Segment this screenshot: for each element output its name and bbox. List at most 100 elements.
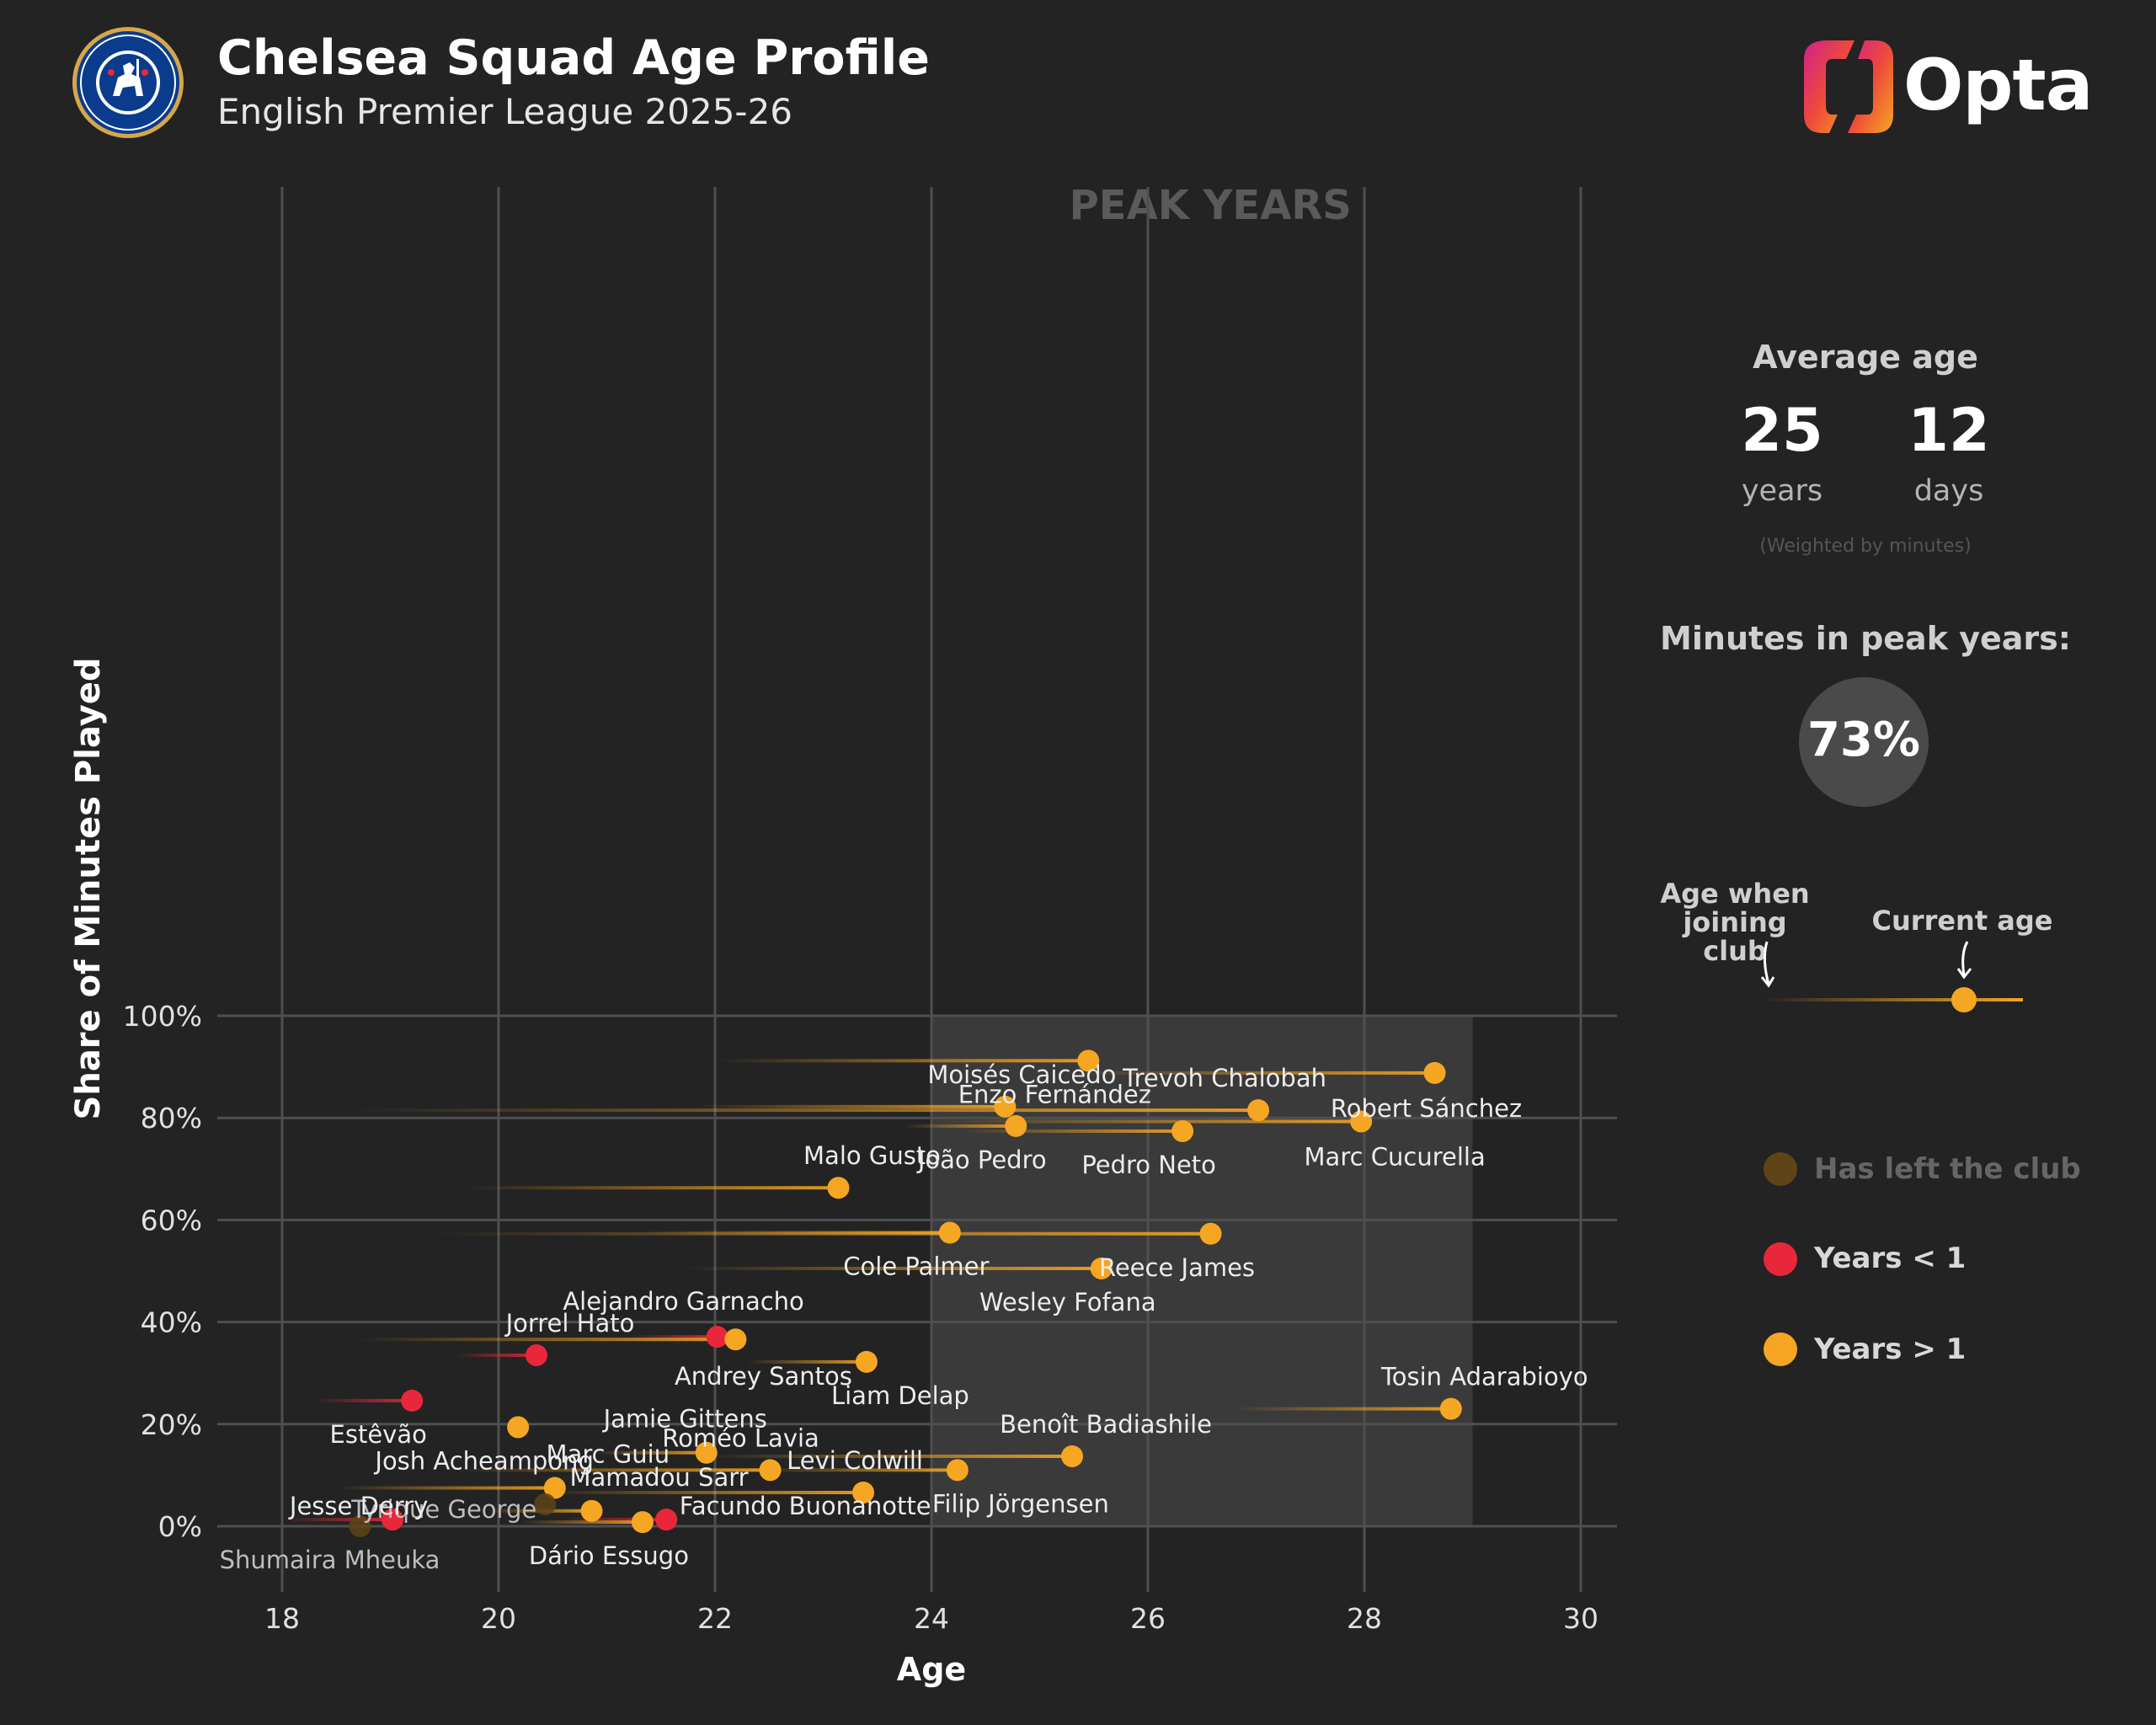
average-age-days: 12 — [1908, 396, 1990, 465]
peak-minutes-circle — [1799, 677, 1929, 807]
peak-minutes-value: 73% — [1806, 713, 1921, 767]
tenure-line — [904, 1124, 1017, 1128]
y-tick-label: 40% — [141, 1306, 202, 1339]
player-label: Josh Acheampong — [373, 1446, 593, 1475]
player-label: Shumaira Mheuka — [220, 1546, 440, 1574]
player-label: Tosin Adarabioyo — [1380, 1363, 1588, 1391]
player-dot — [1077, 1049, 1100, 1072]
tenure-line — [1234, 1407, 1451, 1411]
points-layer — [349, 1049, 1462, 1537]
peak-years-label: PEAK YEARS — [1070, 182, 1352, 229]
legend-years-gt-1-label: Years > 1 — [1814, 1332, 1967, 1366]
tenure-line — [747, 1359, 867, 1364]
tenure-line — [520, 1520, 643, 1525]
days-unit-label: days — [1913, 474, 1984, 508]
key-tenure-line — [1762, 998, 2023, 1001]
tenure-line — [455, 1353, 536, 1357]
player-dot — [1350, 1110, 1373, 1133]
tenure-line — [433, 1231, 1211, 1236]
player-label: João Pedro — [916, 1146, 1047, 1174]
player-dot — [994, 1095, 1017, 1118]
player-dot — [543, 1477, 566, 1499]
key-age-joined-label: Age when joining club — [1660, 878, 1810, 967]
player-label: Estêvão — [330, 1420, 427, 1449]
tenure-line — [1072, 1071, 1435, 1075]
player-dot — [534, 1493, 557, 1515]
legend-years-gt-1-dot — [1764, 1332, 1797, 1366]
x-tick-label: 18 — [264, 1602, 300, 1635]
player-dot — [401, 1389, 424, 1412]
player-label: Liam Delap — [831, 1381, 969, 1410]
player-dot — [852, 1482, 875, 1504]
tenure-line — [347, 1108, 1259, 1113]
player-label: Roméo Lavia — [662, 1423, 819, 1452]
player-dot — [1423, 1061, 1446, 1084]
player-label: Dário Essugo — [529, 1541, 689, 1570]
tenure-line — [758, 1468, 958, 1472]
player-dot — [724, 1328, 747, 1351]
player-label: Tyrique George — [350, 1495, 536, 1524]
player-dot — [1439, 1397, 1462, 1420]
peak-minutes-title: Minutes in peak years: — [1660, 620, 2071, 657]
key-joined-arrowhead-icon — [1760, 976, 1775, 988]
player-label: Jorrel Hato — [504, 1309, 635, 1338]
player-dot — [631, 1511, 654, 1534]
age-profile-chart: PEAK YEARS 18 20 22 24 26 28 300%20%40%60%80%1… — [69, 182, 1617, 1688]
player-dot — [525, 1343, 547, 1366]
peak-years-band — [931, 1016, 1473, 1526]
key-current-arrow-icon — [1961, 941, 1969, 976]
x-tick-label: 22 — [697, 1602, 733, 1635]
tenure-line — [563, 1518, 667, 1522]
chart-title: Chelsea Squad Age Profile — [217, 30, 930, 86]
player-label: Moisés Caicedo — [927, 1060, 1116, 1089]
player-dot — [827, 1177, 850, 1199]
legend-markers — [1764, 1152, 1797, 1366]
tenure-line — [357, 1338, 736, 1342]
opta-logo-icon — [1804, 40, 1893, 133]
player-dot — [1005, 1114, 1027, 1137]
legend-has-left-dot — [1764, 1152, 1797, 1186]
player-label: Marc Guiu — [547, 1440, 670, 1469]
chart-subtitle: English Premier League 2025-26 — [217, 91, 793, 132]
x-tick-label: 30 — [1563, 1602, 1598, 1635]
player-dot — [946, 1459, 969, 1482]
legend-years-lt-1-label: Years < 1 — [1814, 1242, 1967, 1275]
tenure-line — [963, 1129, 1183, 1133]
player-label: Pedro Neto — [1081, 1151, 1216, 1179]
player-label: Jamie Gittens — [602, 1405, 767, 1434]
tenure-line — [931, 1119, 1362, 1124]
y-tick-label: 80% — [141, 1102, 202, 1135]
tenure-line — [715, 1059, 1089, 1063]
x-tick-label: 20 — [481, 1602, 516, 1635]
key-current-arrowhead-icon — [1956, 968, 1972, 980]
y-tick-label: 60% — [141, 1204, 202, 1236]
player-label: Alejandro Garnacho — [563, 1287, 803, 1316]
tenure-line — [704, 1454, 1073, 1458]
player-label: Levi Colwill — [787, 1446, 923, 1475]
player-dot — [382, 1509, 404, 1531]
player-dot — [1199, 1222, 1222, 1245]
player-dot — [855, 1350, 878, 1373]
player-dot — [580, 1499, 603, 1522]
legend-years-lt-1-dot — [1764, 1242, 1797, 1276]
player-dot — [1090, 1257, 1113, 1279]
player-dot — [349, 1515, 371, 1537]
player-label: Facundo Buonanotte — [680, 1492, 931, 1520]
grid-layer — [217, 187, 1617, 1592]
player-label: Wesley Fofana — [979, 1288, 1156, 1316]
axis-layer: 18 20 22 24 26 28 30 0% 20% 40% 60% 80% 100% Age Share… — [69, 658, 1598, 1688]
tenure-line — [542, 1491, 864, 1495]
tenure-line — [628, 1335, 718, 1339]
player-label: Cole Palmer — [843, 1252, 989, 1281]
average-age-title: Average age — [1753, 339, 1978, 376]
key-diagram — [1760, 941, 2023, 1012]
player-dot — [706, 1326, 728, 1348]
player-dot — [1247, 1099, 1270, 1122]
tenure-line — [693, 1104, 1006, 1108]
player-label: Mamadou Sarr — [569, 1463, 748, 1492]
peak-band-layer: PEAK YEARS — [931, 182, 1473, 1526]
player-label: Robert Sánchez — [1331, 1094, 1522, 1123]
player-label: Malo Gusto — [803, 1141, 941, 1170]
key-joined-arrow-icon — [1763, 941, 1770, 985]
tenure-line — [595, 1450, 707, 1455]
